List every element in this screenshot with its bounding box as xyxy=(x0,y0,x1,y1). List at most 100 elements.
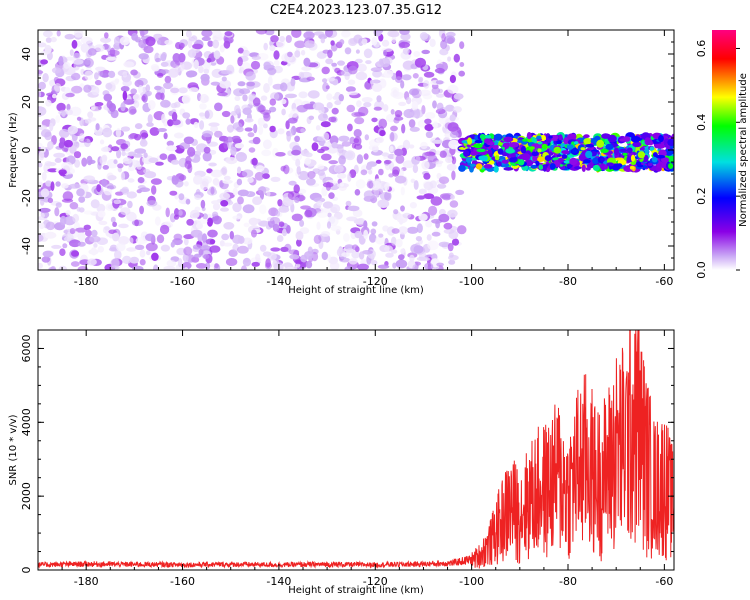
heatmap-cell xyxy=(465,157,473,163)
heatmap-cell xyxy=(431,139,444,144)
heatmap-cell xyxy=(232,215,241,220)
heatmap-cell xyxy=(409,202,417,209)
heatmap-cell xyxy=(262,123,268,129)
heatmap-cell xyxy=(141,95,146,102)
heatmap-cell xyxy=(118,236,130,245)
heatmap-cell xyxy=(569,157,578,166)
heatmap-cell xyxy=(50,181,55,192)
heatmap-cell xyxy=(341,141,352,147)
heatmap-cell xyxy=(112,232,120,242)
heatmap-cell xyxy=(470,151,478,156)
heatmap-cell xyxy=(498,156,506,160)
heatmap-cell xyxy=(203,254,210,260)
heatmap-cell xyxy=(667,155,674,163)
heatmap-cell xyxy=(383,49,387,57)
heatmap-cell xyxy=(73,151,82,159)
heatmap-cell xyxy=(395,154,405,164)
heatmap-cell xyxy=(237,245,249,254)
heatmap-cell xyxy=(145,242,158,252)
heatmap-cell xyxy=(133,100,140,108)
heatmap-cell xyxy=(427,240,439,251)
heatmap-cell xyxy=(38,42,47,48)
heatmap-cell xyxy=(418,213,428,222)
heatmap-cell xyxy=(38,142,43,148)
heatmap-cell xyxy=(368,181,374,189)
heatmap-cell xyxy=(418,188,427,195)
heatmap-cell xyxy=(184,181,189,187)
heatmap-cell xyxy=(399,30,410,35)
heatmap-cell xyxy=(629,165,635,170)
heatmap-cell xyxy=(655,143,666,149)
heatmap-cell xyxy=(416,223,423,234)
x-tick-label: -60 xyxy=(655,575,673,588)
heatmap-cell xyxy=(371,36,378,46)
heatmap-cell xyxy=(408,119,416,128)
heatmap-cell xyxy=(447,242,454,252)
heatmap-cell xyxy=(129,256,139,264)
heatmap-cell xyxy=(285,120,290,130)
heatmap-cell xyxy=(269,44,276,52)
heatmap-cell xyxy=(282,228,287,237)
heatmap-cell xyxy=(173,214,180,220)
heatmap-cell xyxy=(171,111,178,122)
heatmap-cell xyxy=(344,244,354,251)
heatmap-cell xyxy=(122,157,133,165)
y-tick-label: 0 xyxy=(20,567,33,574)
heatmap-cell xyxy=(145,36,156,47)
heatmap-cell xyxy=(220,200,229,207)
heatmap-cell xyxy=(419,257,431,262)
heatmap-cell xyxy=(535,159,540,167)
heatmap-cell xyxy=(328,192,335,200)
heatmap-cell xyxy=(130,88,137,95)
heatmap-cell xyxy=(338,155,346,165)
heatmap-cell xyxy=(295,231,304,241)
heatmap-cell xyxy=(185,155,192,165)
heatmap-cell xyxy=(122,255,132,264)
heatmap-cell xyxy=(561,154,568,159)
heatmap-cell xyxy=(391,36,397,44)
heatmap-cell xyxy=(432,100,437,109)
heatmap-cell xyxy=(102,165,110,170)
snr-frame xyxy=(37,329,675,571)
heatmap-cell xyxy=(649,146,655,151)
heatmap-cell xyxy=(61,183,69,189)
heatmap-cell xyxy=(275,210,281,217)
heatmap-cell xyxy=(644,148,649,155)
heatmap-cell xyxy=(293,98,303,106)
heatmap-cell xyxy=(155,161,164,166)
heatmap-cell xyxy=(208,122,220,127)
heatmap-cell xyxy=(521,153,531,161)
heatmap-cell xyxy=(58,169,67,175)
heatmap-cell xyxy=(581,164,586,172)
heatmap-cell xyxy=(203,146,211,154)
heatmap-cell xyxy=(50,265,56,270)
heatmap-cell xyxy=(355,58,363,64)
heatmap-cell xyxy=(354,117,365,125)
top-y-axis-label: Frequency (Hz) xyxy=(8,112,19,188)
heatmap-cell xyxy=(207,217,213,227)
heatmap-cell xyxy=(203,68,210,74)
heatmap-cell xyxy=(56,102,66,112)
heatmap-cell xyxy=(304,40,316,48)
heatmap-cell xyxy=(255,30,268,35)
heatmap-cell xyxy=(375,235,386,245)
heatmap-cell xyxy=(132,265,144,270)
heatmap-cell xyxy=(368,139,380,148)
heatmap-cell xyxy=(225,258,238,266)
heatmap-cell xyxy=(361,38,368,45)
heatmap-cell xyxy=(443,228,455,234)
heatmap-cell xyxy=(279,82,288,92)
heatmap-cell xyxy=(449,131,459,139)
heatmap-cell xyxy=(306,178,316,186)
heatmap-cell xyxy=(252,196,263,205)
heatmap-cell xyxy=(114,36,120,46)
heatmap-cell xyxy=(101,178,108,187)
heatmap-cell xyxy=(223,222,235,230)
heatmap-cell xyxy=(300,128,305,133)
x-tick-label: -100 xyxy=(459,275,484,288)
heatmap-cell xyxy=(173,233,183,241)
heatmap-cell xyxy=(549,163,556,170)
heatmap-cell xyxy=(139,259,146,266)
heatmap-cell xyxy=(62,243,68,249)
heatmap-cell xyxy=(434,67,445,74)
